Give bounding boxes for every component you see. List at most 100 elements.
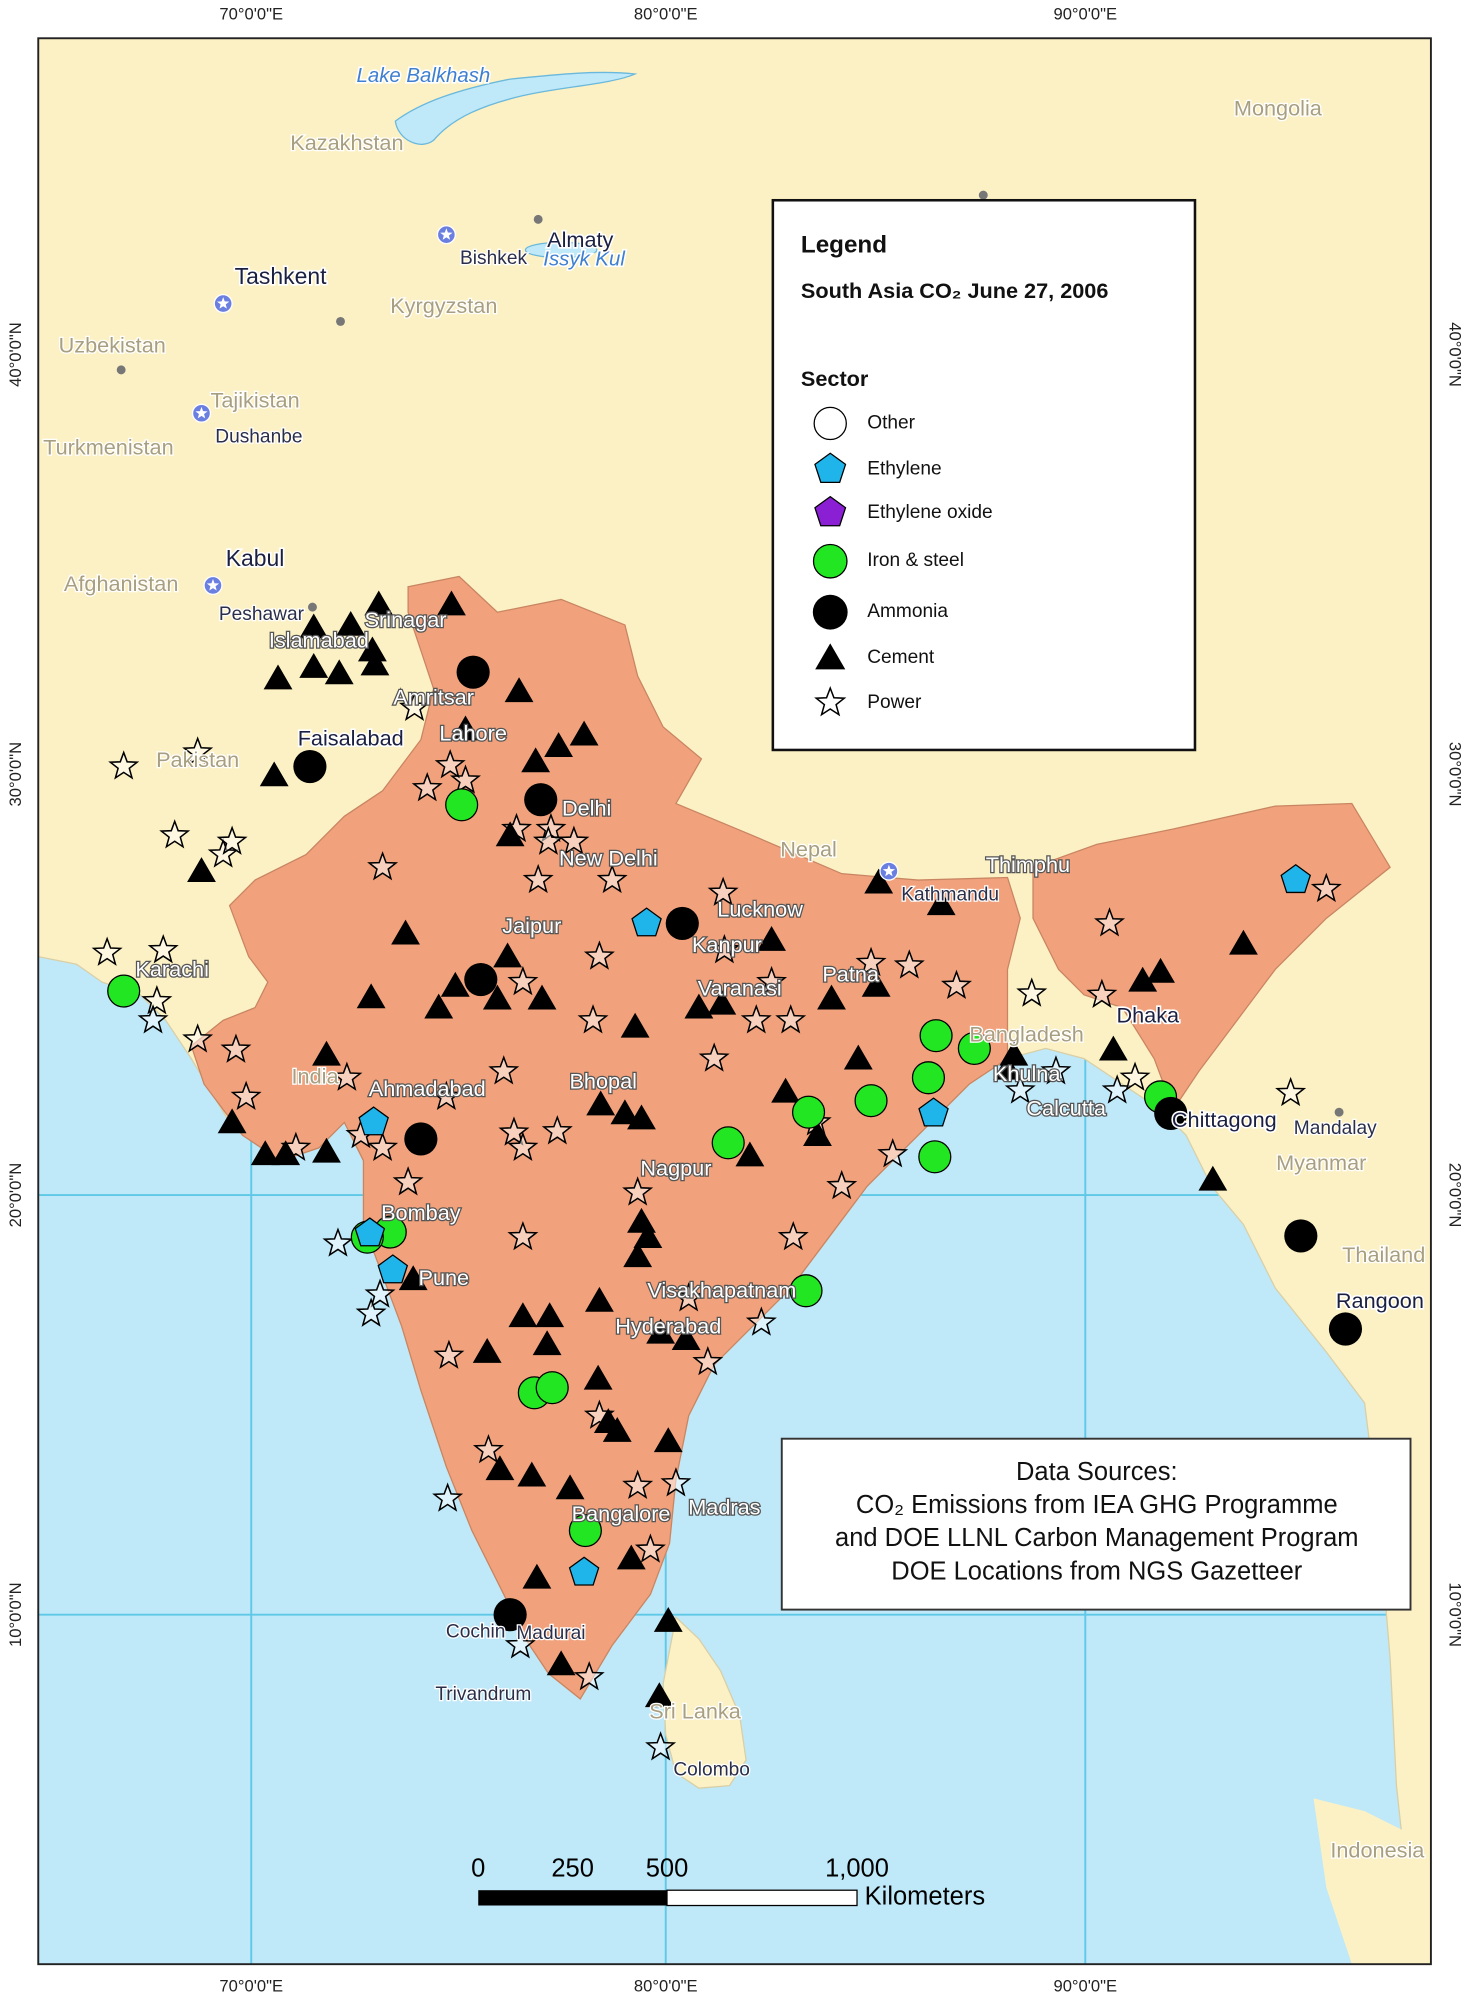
ethylene-oxide-marker [814,495,847,527]
power-marker [596,863,628,894]
power-marker [707,876,739,906]
ammonia-marker [524,783,558,817]
power-marker [1040,1055,1072,1085]
capital-symbol [195,406,208,419]
legend-label: Other [867,412,915,433]
power-marker [740,1004,772,1034]
power-marker [583,940,615,970]
cement-marker [843,1044,873,1070]
city-label: Kabul [226,545,285,571]
iron-steel-marker [791,1095,826,1129]
cement-marker [495,821,525,847]
power-marker [893,949,925,979]
cement-marker [437,590,466,616]
power-marker [108,750,140,780]
city-label: Dhaka [1116,1002,1180,1027]
longitude-label: 80°0'0"E [634,1977,698,1996]
region-label: Kyrgyzstan [390,293,497,318]
city-label: Bishkek [460,248,527,269]
ammonia-marker [464,962,498,997]
power-marker [814,685,847,717]
power-marker [182,1023,214,1053]
data-sources: Data Sources: CO₂ Emissions from IEA GHG … [835,1458,1358,1585]
power-marker [1004,1074,1036,1104]
city-label: Bangalore [572,1501,671,1526]
power-marker [622,1469,654,1500]
ammonia-marker [293,749,327,784]
power-marker [1086,978,1118,1008]
legend-title: Legend [801,232,887,259]
iron-steel-marker [568,1513,602,1548]
cement-marker [644,1682,674,1708]
cement-marker [440,971,470,997]
cement-marker [522,1563,552,1589]
lake-issyk-kul [524,241,598,259]
city-label: Bombay [381,1200,461,1225]
cement-marker [521,747,551,773]
power-marker [645,1731,677,1761]
cement-marker [623,1242,653,1268]
cement-marker [424,993,454,1019]
longitude-label: 70°0'0"E [219,1977,283,1996]
power-marker [392,1166,424,1196]
city-label: Ahmadabad [369,1076,486,1101]
city-label: Madurai [516,1623,585,1644]
city-label: Pune [419,1265,470,1290]
power-marker [182,736,214,766]
ethylene-marker [631,907,662,937]
cement-marker [299,613,329,639]
power-marker [141,984,173,1015]
city-label: Thimphu [986,852,1070,877]
power-marker [877,1138,909,1168]
power-marker [698,1042,730,1072]
power-marker [216,825,248,855]
power-marker [498,1116,530,1146]
cement-marker [735,1141,765,1167]
scale-unit: Kilometers [865,1883,985,1911]
city-label: Tashkent [235,263,327,289]
sources-line: Data Sources: [1016,1458,1178,1486]
city-label: Srinagar [365,607,447,632]
city-label: Faisalabad [298,725,404,750]
power-marker [855,946,887,977]
power-marker [756,965,788,996]
iron-steel-marker [107,974,141,1008]
cement-marker [646,1318,676,1344]
power-marker [940,969,972,1000]
region-label: Bangladesh [969,1021,1083,1046]
cement-marker [493,942,522,968]
latitude-label: 10°0'0"N [6,1582,25,1647]
cement-marker [312,1040,341,1066]
power-marker [1275,1076,1307,1107]
city-label: Chittagong [1172,1107,1277,1132]
city-label: Nagpur [640,1155,711,1180]
power-marker [532,825,564,855]
power-marker [147,933,179,964]
city-label: Mandalay [1294,1118,1377,1139]
latitude-label: 40°0'0"N [1445,322,1464,387]
cement-marker [602,1417,632,1442]
power-marker [398,691,430,721]
cement-marker [653,1607,683,1632]
cement-marker [583,1364,613,1390]
cement-marker [250,1140,280,1166]
power-marker [91,936,123,966]
cement-marker [999,1040,1029,1066]
city-dot [533,214,543,224]
cement-marker [504,677,534,703]
city-label: Kanpur [692,932,762,957]
region-label: Myanmar [1276,1150,1366,1175]
power-marker [364,1278,396,1308]
power-marker [507,1220,539,1251]
legend-subtitle: South Asia CO₂ June 27, 2006 [801,278,1109,303]
cement-marker [1146,957,1175,983]
city-label: Islamabad [269,627,369,652]
cement-marker [1098,1035,1128,1061]
latitude-label: 30°0'0"N [6,742,25,807]
ethylene-marker [377,1254,409,1284]
city-label: Rangoon [1336,1288,1424,1313]
city-dot [307,602,317,612]
power-marker [708,933,740,964]
power-marker [220,1033,252,1063]
power-marker [430,1080,462,1111]
